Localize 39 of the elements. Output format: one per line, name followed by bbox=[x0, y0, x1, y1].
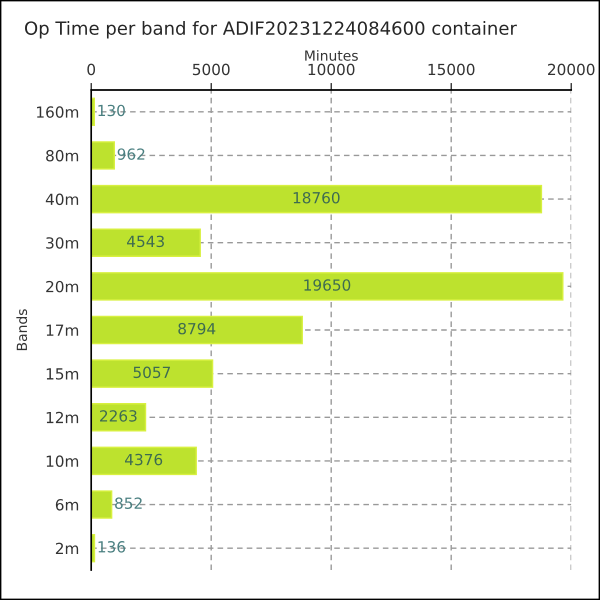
data-label: 18760 bbox=[294, 192, 340, 204]
data-label: 8794 bbox=[178, 322, 216, 334]
y-tick-label: 6m bbox=[56, 499, 78, 511]
x-tick-label: 15000 bbox=[428, 64, 474, 76]
y-tick-label: 30m bbox=[46, 237, 78, 249]
y-tick-label: 160m bbox=[37, 106, 78, 118]
x-tick-label: 5000 bbox=[192, 64, 230, 76]
y-axis-title: Bands bbox=[16, 309, 28, 350]
bar bbox=[91, 272, 564, 301]
data-label: 2263 bbox=[100, 410, 137, 422]
y-tick-label: 10m bbox=[46, 455, 78, 467]
data-label: 19650 bbox=[304, 279, 350, 291]
bar bbox=[91, 184, 542, 214]
chart-title: Op Time per band for ADIF20231224084600 container bbox=[25, 21, 517, 38]
y-tick-label: 2m bbox=[56, 542, 78, 554]
bar bbox=[91, 141, 115, 170]
y-tick-label: 40m bbox=[46, 194, 78, 206]
data-label: 4543 bbox=[127, 236, 164, 248]
data-label: 852 bbox=[115, 497, 142, 509]
y-tick-label: 12m bbox=[46, 412, 78, 424]
y-tick-label: 17m bbox=[46, 324, 78, 336]
x-axis-title: Minutes bbox=[305, 50, 358, 61]
bar bbox=[91, 403, 146, 432]
x-tick-label: 20000 bbox=[548, 64, 594, 76]
y-tick-label: 15m bbox=[46, 368, 78, 380]
data-label: 4376 bbox=[125, 454, 162, 466]
x-tick-label: 10000 bbox=[308, 64, 354, 76]
data-label: 962 bbox=[118, 148, 144, 160]
data-label: 130 bbox=[98, 104, 125, 116]
x-tick-label: 0 bbox=[87, 64, 96, 76]
bar bbox=[91, 228, 201, 257]
bar bbox=[91, 490, 112, 519]
y-tick-label: 20m bbox=[46, 280, 78, 292]
y-tick-label: 80m bbox=[46, 150, 78, 162]
bar bbox=[91, 359, 214, 388]
data-label: 5057 bbox=[134, 366, 170, 378]
data-label: 136 bbox=[98, 541, 126, 553]
bar bbox=[91, 316, 303, 344]
bar bbox=[91, 446, 197, 476]
